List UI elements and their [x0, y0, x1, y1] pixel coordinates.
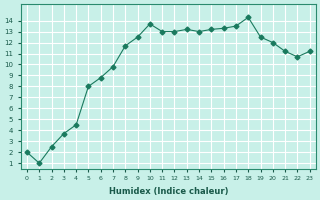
X-axis label: Humidex (Indice chaleur): Humidex (Indice chaleur) [108, 187, 228, 196]
